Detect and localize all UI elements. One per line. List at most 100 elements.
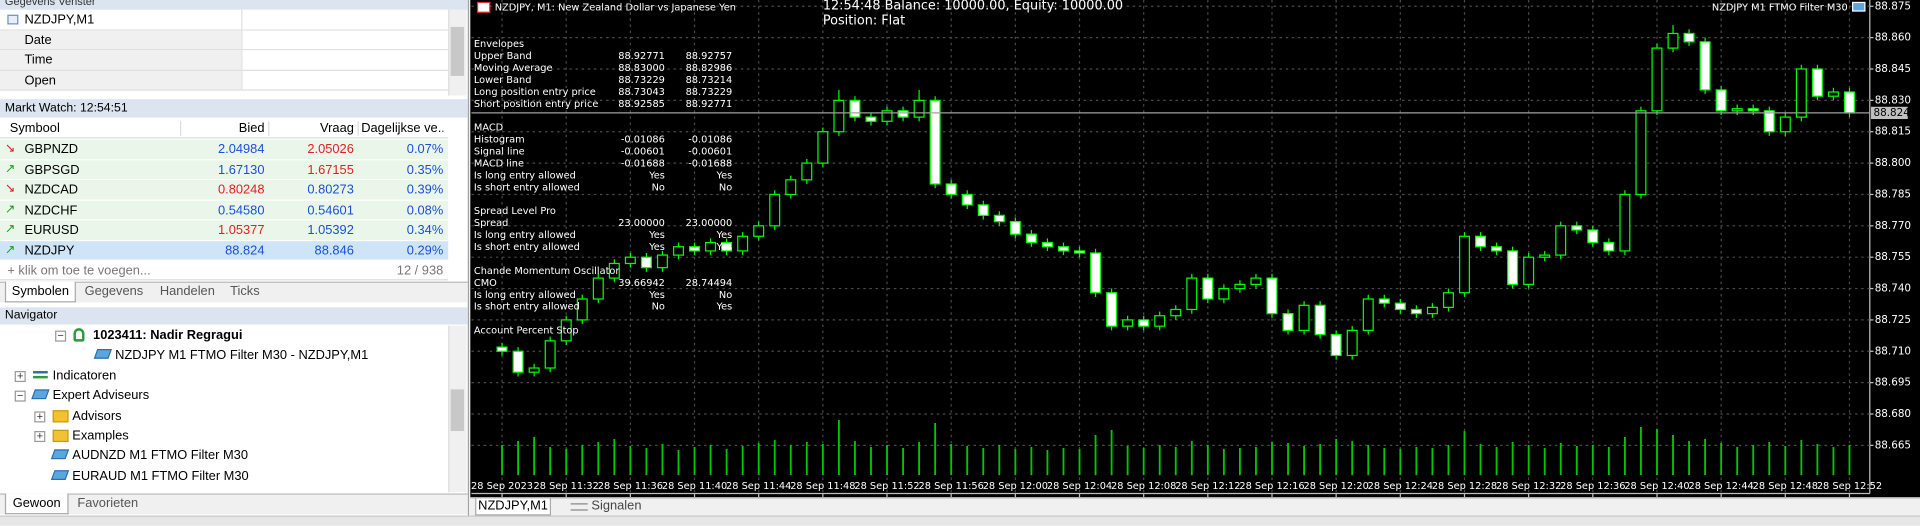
scroll-thumb [450,26,465,76]
candle-body [1122,319,1134,327]
candle-body [961,193,973,206]
tree-item[interactable]: 1023411: Nadir Regragui [93,328,243,343]
panel-header: Gegevens Venster [0,0,468,10]
x-tick-label: 28 Sep 11:52 [854,481,919,492]
bid: 88.824 [225,243,265,258]
candle-body [672,246,685,256]
indicator-value: 88.92757 [686,51,733,62]
candle-body [977,204,989,216]
symbol-count: 12 / 938 [396,263,444,278]
x-tick-label: 28 Sep 12:40 [1624,481,1689,492]
candle-body [1106,292,1118,327]
y-tick-label: 88.725 [1875,314,1911,326]
symbol-row[interactable]: ↗ EURUSD 1.05377 1.05392 0.34% [0,220,449,241]
candle-body [1667,32,1679,49]
indicator-label: MACD line [474,158,524,169]
candle-body [1795,68,1807,118]
indicator-value: Yes [715,242,732,253]
tree-item[interactable]: Examples [72,428,129,444]
data-label: Time [24,52,53,68]
candle-body [544,340,556,369]
tree-expander[interactable]: + [14,370,26,382]
tab[interactable]: Handelen [151,284,223,302]
tab[interactable]: Symbolen [4,281,76,303]
tree-icon-expert [93,349,112,360]
indicator-label: Short position entry price [474,99,599,110]
symbol-row[interactable]: ↗ NZDCHF 0.54580 0.54601 0.08% [0,200,449,221]
tab[interactable]: Gegevens [78,284,150,302]
tree-item[interactable]: AUDNZD M1 FTMO Filter M30 [72,448,248,464]
candle-body [817,131,829,164]
tree-item[interactable]: Advisors [72,408,122,424]
candle-body [1747,108,1759,112]
candle-body [576,298,588,321]
data-value-cell [241,70,449,90]
column-header[interactable]: Bied [238,121,265,136]
candle-body [1330,333,1342,357]
panel-header: Markt Watch: 12:54:51 [0,99,468,118]
tab[interactable]: Gewoon [4,493,69,515]
candle-body [913,99,925,118]
tree-expander[interactable]: + [34,431,46,443]
data-label: Date [24,32,52,48]
candle-body [1635,110,1647,196]
candle-body [1442,292,1454,308]
add-symbol[interactable]: + klik om toe te voegen... [7,263,151,278]
daily-change: 0.34% [406,222,444,238]
tree-expander[interactable]: − [55,330,67,342]
chart-tab[interactable]: Signalen [591,498,642,514]
tree-expander[interactable]: + [34,410,46,422]
data-row: Open [0,70,449,91]
column-header[interactable]: Symbool [9,121,60,136]
indicator-label: Is long entry allowed [474,290,576,301]
tree-item[interactable]: Expert Adviseurs [52,388,150,404]
ask: 2.05026 [307,142,354,157]
candle-body [1362,298,1374,331]
symbol: GBPNZD [24,142,79,157]
status-bar [0,515,1920,526]
candle-body [1683,32,1695,43]
data-symbol: NZDJPY,M1 [24,12,95,27]
candle-body [640,256,652,269]
data-row: Date [0,30,449,51]
y-tick-label: 88.755 [1875,251,1911,263]
y-tick-label: 88.680 [1875,408,1911,420]
tree-expander[interactable]: − [14,390,26,402]
x-tick-label: 28 Sep 12:28 [1432,481,1497,492]
candle-body [801,162,813,181]
trend-arrow: ↗ [4,243,16,257]
chart-tab[interactable]: NZDJPY,M1 [475,498,552,516]
indicator-label: Is short entry allowed [474,242,580,253]
candle-body [1843,91,1855,114]
candle-body [1154,315,1166,327]
symbol-row[interactable]: ↘ NZDCAD 0.80248 0.80273 0.39% [0,180,449,201]
daily-change: 0.35% [406,162,444,177]
symbol-row[interactable]: ↘ GBPNZD 2.04984 2.05026 0.07% [0,139,449,160]
candle-body [1394,302,1406,311]
column-header[interactable]: Vraag [320,121,354,136]
candle-body [624,256,636,265]
indicator-value: Yes [715,302,732,313]
tree-item[interactable]: Indicatoren [52,368,117,384]
tree-item[interactable]: EURAUD M1 FTMO Filter M30 [72,468,249,484]
candle-body [1827,91,1839,97]
x-tick-label: 28 Sep 12:32 [1496,481,1561,492]
symbol-row[interactable]: ↗ GBPSGD 1.67130 1.67155 0.35% [0,159,449,181]
tree-icon-expert [31,389,50,400]
tree-item[interactable]: NZDJPY M1 FTMO Filter M30 - NZDJPY,M1 [115,348,369,363]
bid: 0.80248 [217,182,265,198]
candle-body [1603,241,1615,252]
symbol-row[interactable]: ↗ NZDJPY 88.824 88.846 0.29% [0,240,449,261]
candle-body [1587,229,1599,244]
tab[interactable]: Favorieten [71,495,145,514]
candle-body [929,99,941,185]
column-divider [268,121,270,136]
indicator-label: Envelopes [474,39,524,50]
tab[interactable]: Ticks [225,284,265,302]
candle-body [1458,235,1471,294]
x-tick-label: 28 Sep 11:32 [534,481,599,492]
column-header[interactable]: Dagelijkse ve... [361,121,444,136]
candle-body [1555,225,1567,256]
chart-tabs: NZDJPY,M1 Signalen [470,497,1920,516]
daily-change: 0.29% [406,243,444,258]
